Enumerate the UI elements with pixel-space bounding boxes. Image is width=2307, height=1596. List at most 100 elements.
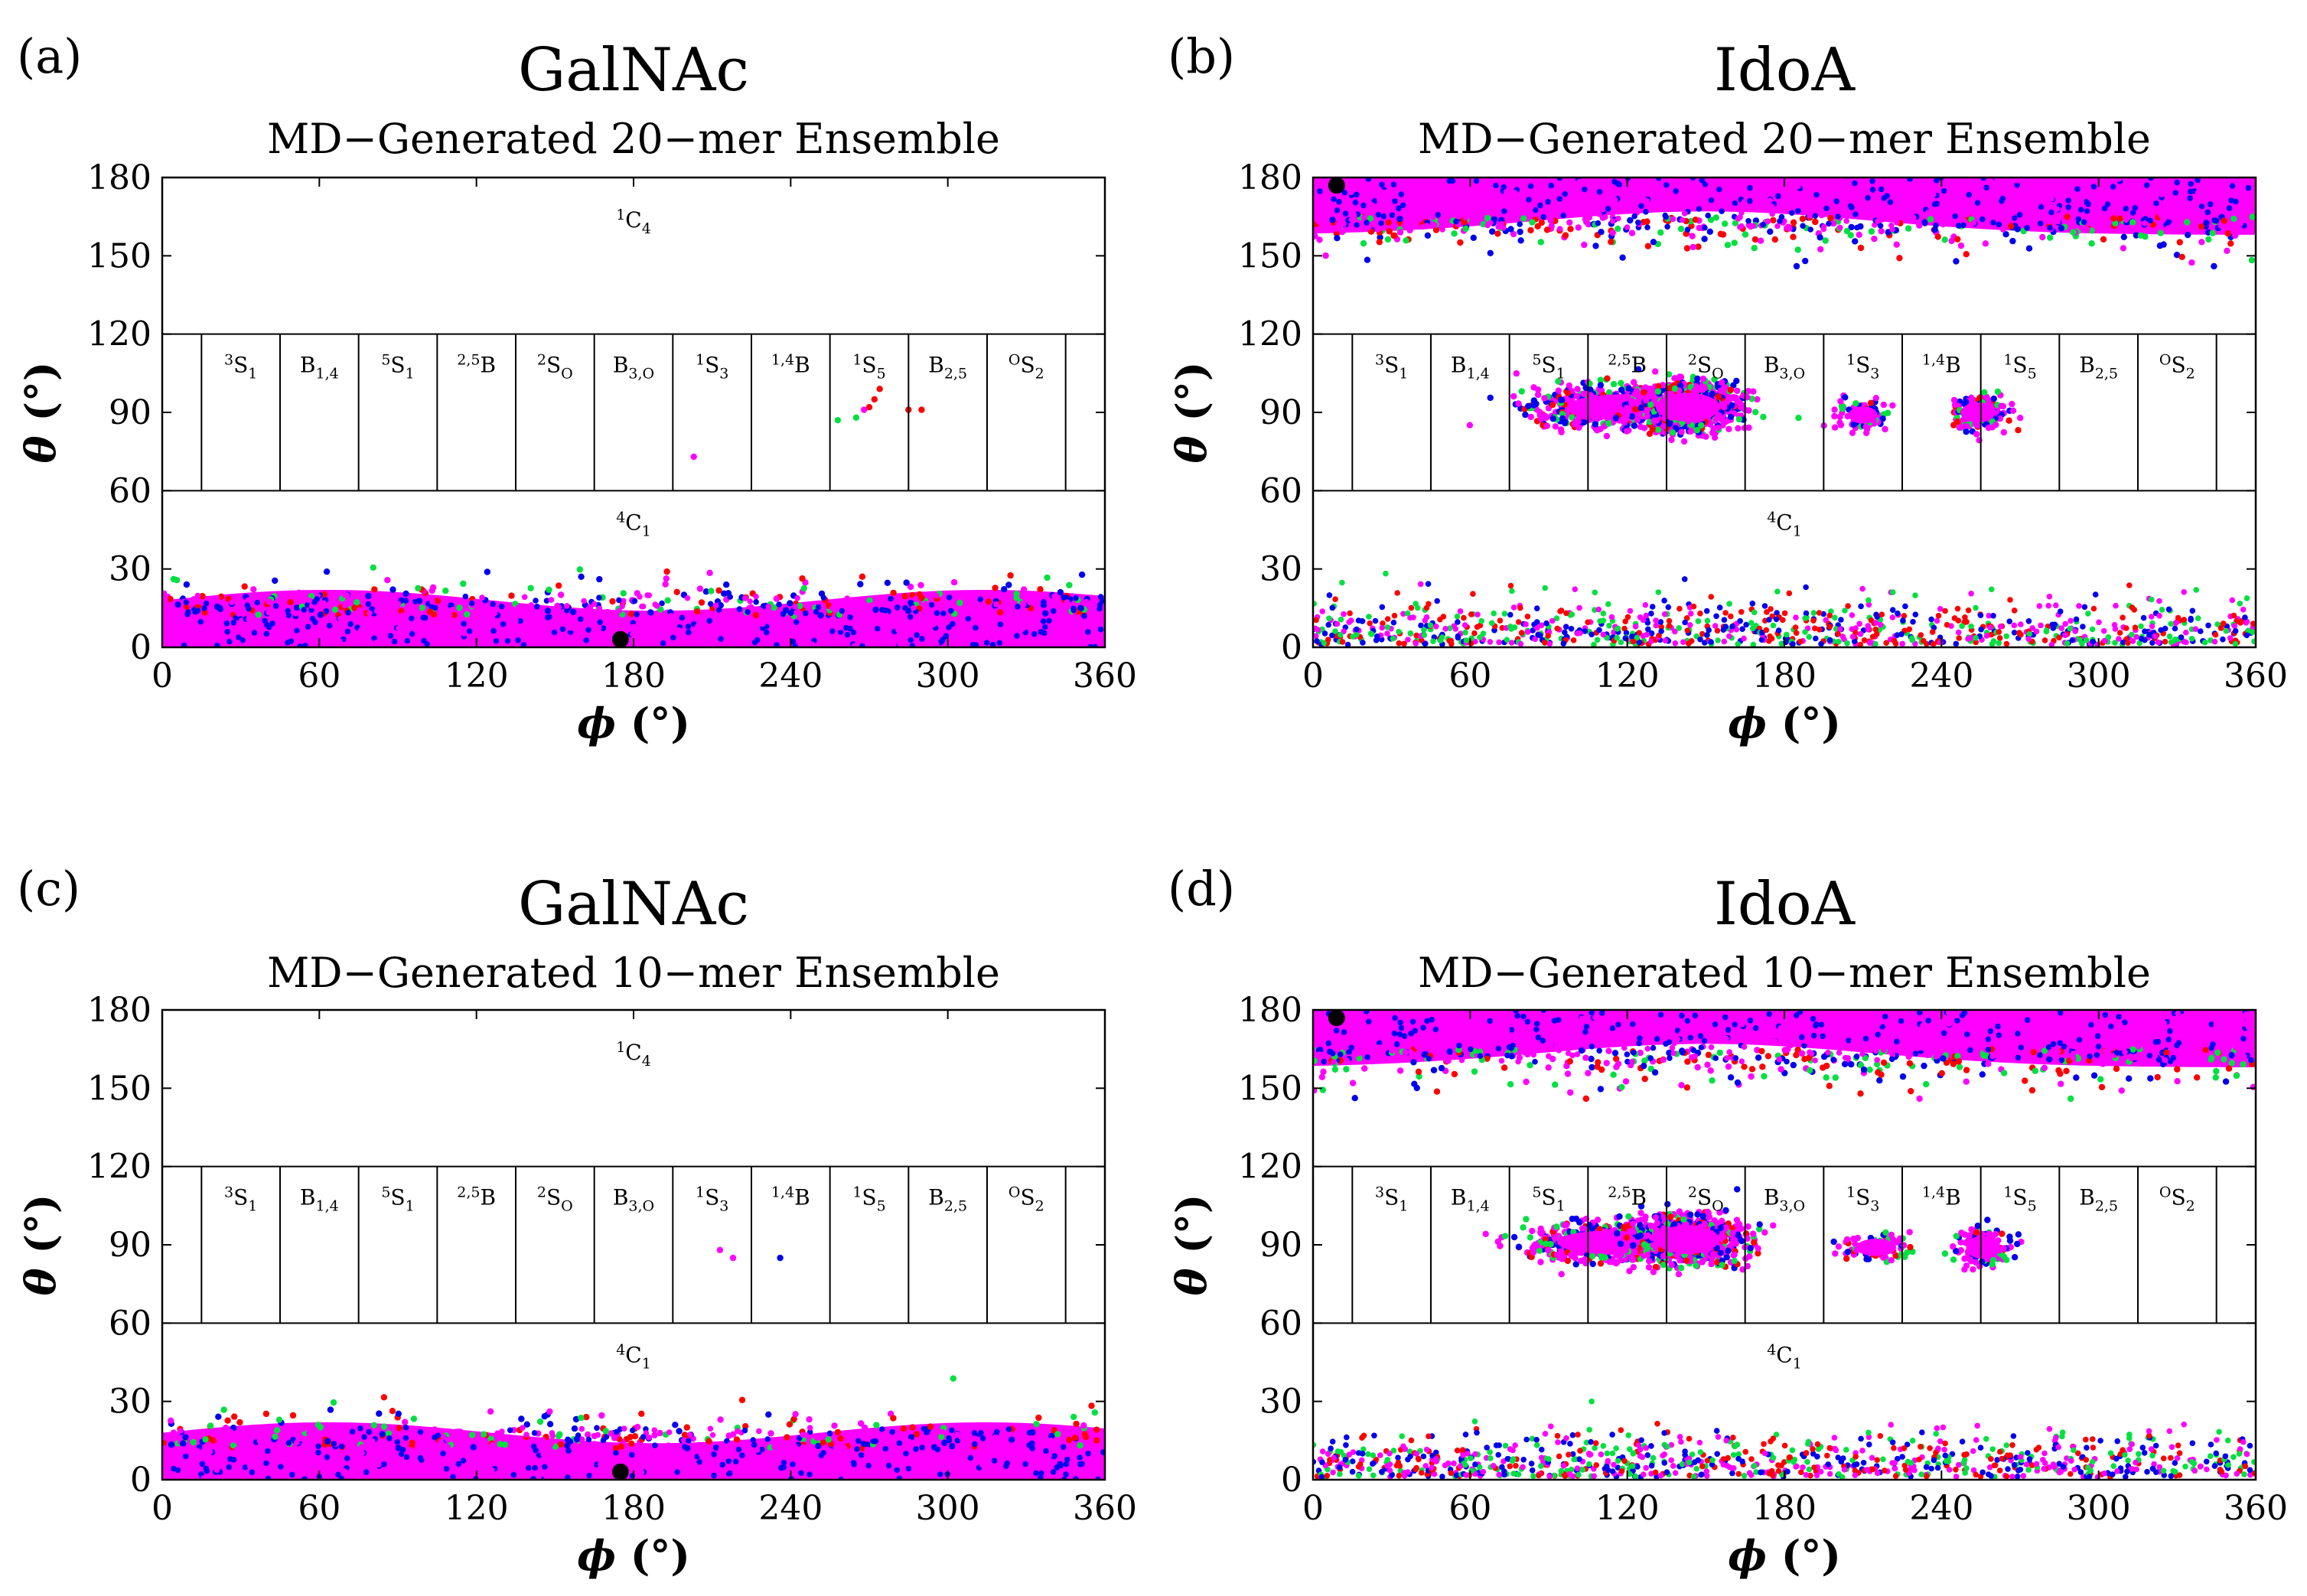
data-point — [1525, 178, 1532, 183]
data-point — [1786, 185, 1793, 191]
data-point — [837, 629, 844, 635]
data-point — [657, 606, 664, 613]
data-point — [1999, 198, 2005, 204]
data-point — [1522, 411, 1529, 419]
panel-letter: (b) — [1168, 28, 1235, 84]
data-point — [1766, 617, 1772, 623]
data-point — [1687, 186, 1694, 193]
data-point — [434, 598, 442, 604]
data-point — [451, 611, 458, 618]
data-point — [513, 617, 519, 624]
data-point — [1677, 226, 1685, 233]
data-point — [1064, 1456, 1070, 1463]
data-point — [306, 597, 313, 604]
data-point — [659, 600, 665, 607]
data-point — [2120, 233, 2127, 240]
data-point — [224, 1417, 231, 1424]
data-point — [2085, 201, 2091, 207]
chart-subtitle: MD−Generated 20−mer Ensemble — [267, 115, 1000, 163]
data-point — [1610, 184, 1616, 191]
data-point — [410, 1415, 418, 1422]
data-point — [600, 625, 607, 631]
data-point — [1570, 637, 1577, 643]
data-point — [1919, 193, 1926, 200]
data-point — [2156, 242, 2164, 249]
data-point — [1605, 206, 1611, 212]
data-point — [1683, 245, 1691, 252]
data-point — [2018, 621, 2024, 627]
data-point — [373, 608, 380, 614]
data-point — [2148, 614, 2155, 620]
data-point — [1042, 624, 1048, 630]
data-point — [2056, 634, 2062, 641]
data-point — [2058, 625, 2065, 631]
data-point — [1728, 613, 1734, 620]
data-point — [2205, 622, 2211, 629]
data-point — [1715, 424, 1722, 432]
data-point — [2025, 636, 2032, 642]
data-point — [1579, 203, 1586, 209]
data-point — [1699, 386, 1706, 393]
data-point — [1863, 429, 1870, 437]
data-point — [435, 630, 442, 637]
data-point — [508, 617, 515, 624]
data-point — [2088, 240, 2095, 247]
data-point — [1329, 217, 1336, 223]
data-point — [269, 1460, 276, 1467]
data-point — [2172, 637, 2178, 643]
data-point — [2142, 220, 2148, 226]
data-point — [1389, 212, 1396, 219]
data-point — [412, 598, 419, 604]
data-point — [427, 1464, 433, 1471]
chart-subtitle: MD−Generated 10−mer Ensemble — [267, 949, 1000, 997]
data-point — [1405, 637, 1411, 643]
x-tick-label: 180 — [1752, 656, 1817, 695]
data-point — [2116, 630, 2123, 636]
data-point — [2129, 210, 2136, 216]
data-point — [1934, 233, 1941, 240]
data-point — [508, 592, 515, 599]
data-point — [941, 594, 948, 601]
data-point — [1085, 629, 1091, 635]
data-point — [564, 607, 570, 614]
data-point — [1666, 623, 1673, 629]
data-point — [1360, 640, 1366, 646]
data-point — [660, 640, 666, 647]
data-point — [2132, 624, 2139, 630]
data-point — [1669, 429, 1676, 436]
data-point — [621, 598, 627, 604]
data-point — [1974, 422, 1982, 429]
data-point — [1451, 230, 1458, 237]
data-point — [1560, 640, 1567, 647]
data-point — [1754, 178, 1760, 182]
data-point — [1517, 237, 1524, 244]
data-point — [2167, 213, 2174, 220]
data-point — [1993, 422, 1999, 428]
data-point — [570, 639, 576, 645]
data-point — [2053, 602, 2059, 608]
data-point — [1874, 614, 1880, 620]
data-point — [914, 632, 920, 638]
data-point — [973, 624, 979, 631]
data-point — [1775, 193, 1781, 200]
data-point — [1852, 180, 1858, 187]
data-point — [1847, 232, 1854, 239]
data-point — [634, 611, 640, 617]
data-point — [1981, 389, 1988, 396]
data-point — [934, 610, 940, 617]
data-point — [1867, 640, 1874, 646]
data-point — [985, 598, 992, 605]
data-point — [1520, 215, 1527, 222]
data-point — [378, 640, 384, 647]
data-point — [1386, 204, 1393, 210]
data-point — [2081, 604, 2088, 611]
data-point — [966, 1465, 972, 1471]
data-point — [2149, 623, 2155, 630]
data-point — [1996, 635, 2003, 641]
data-point — [800, 585, 808, 592]
chart-subtitle: MD−Generated 20−mer Ensemble — [1418, 115, 2151, 163]
data-point — [2085, 611, 2091, 617]
data-point — [1745, 407, 1752, 414]
data-point — [556, 1431, 563, 1438]
data-point — [940, 611, 947, 617]
